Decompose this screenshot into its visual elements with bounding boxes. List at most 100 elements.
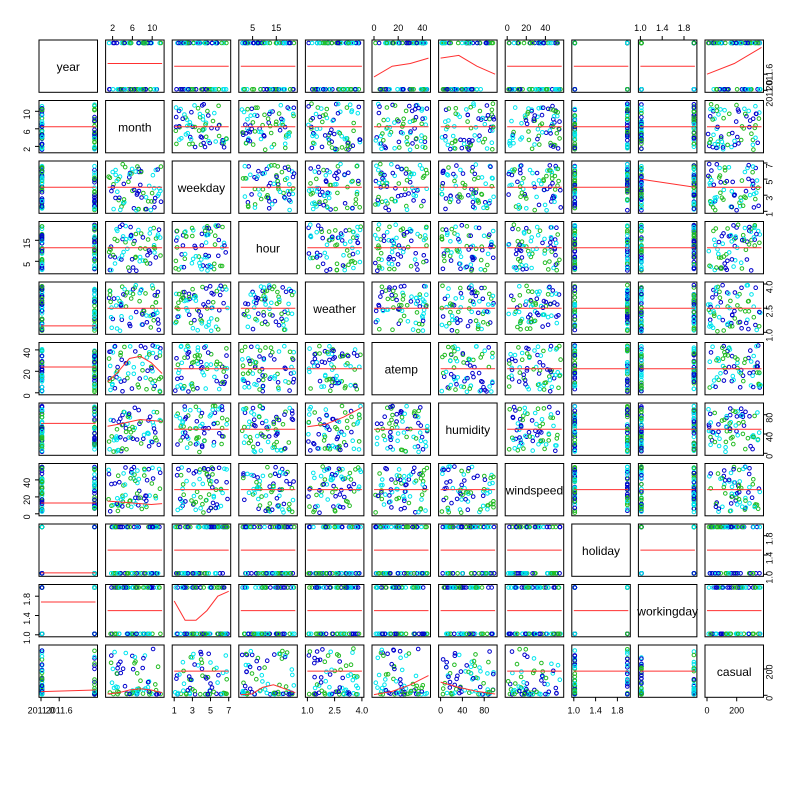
- point: [625, 116, 630, 122]
- point: [345, 140, 351, 146]
- point: [404, 177, 410, 183]
- point: [511, 404, 517, 410]
- point: [319, 384, 324, 390]
- point: [156, 321, 161, 326]
- point: [110, 169, 115, 175]
- point: [312, 169, 318, 174]
- point: [519, 255, 525, 260]
- point: [188, 320, 194, 326]
- point: [418, 87, 424, 92]
- point: [475, 40, 480, 46]
- point: [744, 87, 750, 92]
- point: [448, 382, 454, 388]
- point: [389, 196, 395, 202]
- point: [733, 119, 739, 124]
- point: [553, 252, 558, 258]
- point: [177, 137, 182, 142]
- point: [750, 169, 755, 175]
- point: [625, 282, 630, 288]
- point: [718, 179, 724, 185]
- point: [464, 389, 470, 395]
- point: [625, 107, 630, 112]
- point: [308, 386, 313, 391]
- panel-weekday-vs-weekday: weekday: [171, 160, 232, 214]
- point: [420, 144, 426, 150]
- point: [751, 353, 757, 359]
- point: [377, 326, 382, 332]
- point: [260, 420, 265, 426]
- point: [174, 141, 179, 147]
- point: [131, 365, 137, 370]
- point: [519, 135, 525, 140]
- point: [421, 198, 426, 204]
- point: [479, 326, 484, 332]
- point: [691, 40, 697, 46]
- point: [268, 345, 274, 351]
- point: [408, 263, 414, 269]
- point: [212, 233, 218, 238]
- point: [513, 358, 518, 364]
- point: [257, 369, 263, 374]
- point: [415, 231, 420, 237]
- point: [140, 361, 145, 367]
- point: [625, 144, 630, 149]
- point: [540, 105, 546, 110]
- panel-month-vs-month: month: [105, 100, 165, 154]
- point: [114, 178, 120, 184]
- point: [376, 110, 382, 116]
- point: [398, 318, 403, 323]
- point: [533, 87, 539, 92]
- point: [134, 437, 140, 442]
- point: [242, 194, 248, 199]
- point: [327, 130, 333, 136]
- point: [625, 132, 630, 138]
- point: [422, 145, 428, 150]
- point: [730, 179, 736, 185]
- point: [446, 165, 451, 170]
- point: [307, 412, 312, 417]
- point: [376, 226, 381, 232]
- point: [92, 192, 97, 198]
- panel-frame: [38, 100, 98, 154]
- point: [151, 318, 156, 323]
- point: [320, 235, 326, 241]
- point: [469, 187, 474, 192]
- point: [461, 141, 467, 147]
- point: [249, 106, 254, 112]
- point: [412, 107, 418, 112]
- point: [639, 105, 644, 111]
- point: [404, 303, 410, 308]
- point: [107, 447, 112, 452]
- point: [195, 328, 200, 333]
- point: [479, 351, 485, 357]
- point: [720, 282, 725, 288]
- point: [521, 40, 527, 46]
- point: [402, 411, 408, 417]
- point: [535, 344, 541, 350]
- point: [411, 87, 416, 92]
- point: [329, 383, 334, 389]
- point: [389, 292, 395, 298]
- point: [182, 112, 187, 117]
- point: [92, 123, 97, 129]
- point: [379, 199, 385, 205]
- point: [148, 207, 154, 213]
- point: [452, 139, 458, 144]
- panel-frame: [38, 342, 98, 396]
- point: [376, 40, 382, 46]
- point: [39, 119, 45, 124]
- point: [216, 237, 222, 243]
- point: [121, 249, 126, 255]
- point: [691, 141, 697, 146]
- panel-weather-vs-windspeed: [504, 281, 565, 335]
- panel-atemp-vs-workingday: [637, 342, 698, 396]
- point: [403, 171, 409, 176]
- panel-weekday-vs-year: [38, 160, 98, 214]
- point: [333, 101, 339, 107]
- panel-month-vs-year: [38, 100, 98, 154]
- point: [393, 293, 398, 298]
- point: [269, 144, 275, 150]
- point: [466, 247, 472, 252]
- point: [246, 384, 252, 390]
- point: [422, 139, 428, 144]
